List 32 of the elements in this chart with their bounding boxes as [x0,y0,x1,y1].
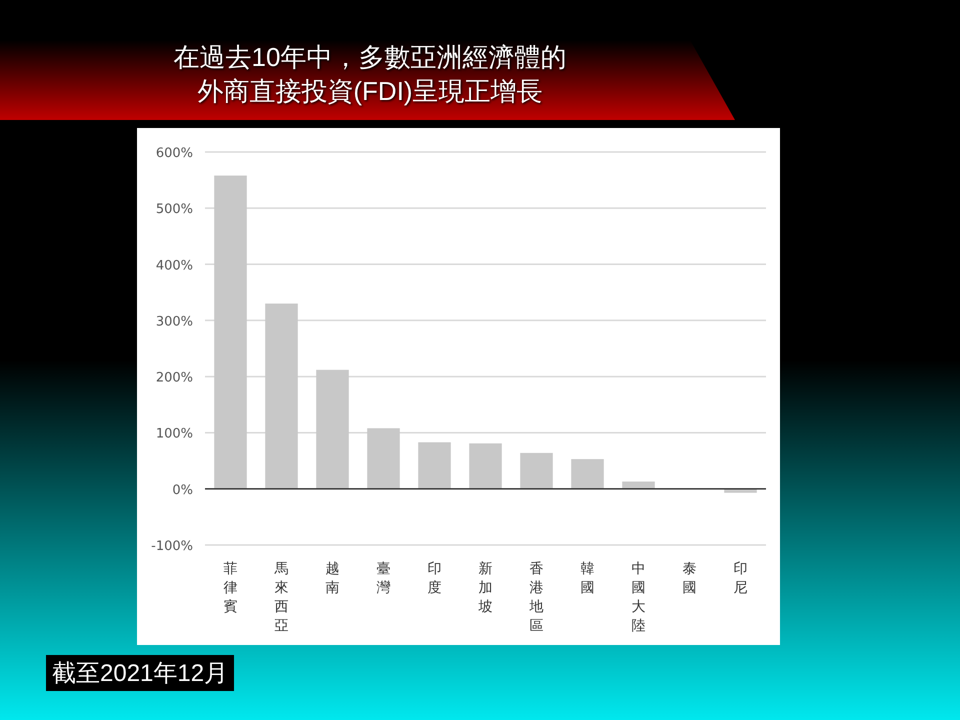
bar [571,459,604,489]
chart-subtitle: 外商直接投資(FDI)呈現正增長 [197,76,543,106]
bar [214,176,247,489]
text: 截至2021年12月 [46,655,234,691]
bar [469,443,502,489]
bar [316,370,349,489]
x-tick-label: 韓國 [580,561,594,596]
x-tick-label: 泰國 [682,561,696,596]
bar [622,482,655,489]
bar [418,442,451,489]
x-tick-label: 臺灣 [376,561,390,596]
bar [520,452,553,489]
x-tick-label: 馬來西亞 [274,561,288,634]
y-tick-label: 100% [156,426,193,442]
y-tick-label: 600% [156,146,193,161]
y-tick-label: -100% [151,539,193,554]
x-tick-label: 菲律賓 [224,561,238,615]
y-tick-label: 400% [156,258,193,274]
bar [724,488,757,493]
x-tick-label: 香港地區 [528,561,544,634]
bar [265,304,298,489]
x-tick-label: 中國大陸 [632,561,646,634]
y-tick-label: 0% [172,482,193,498]
x-tick-label: 越南 [326,561,340,596]
x-tick-label: 新加坡 [478,561,492,615]
y-tick-label: 500% [156,202,193,218]
x-tick-label: 印度 [428,561,442,596]
chart-title: 在過去10年中，多數亞洲經濟體的 [174,42,566,72]
y-tick-label: 300% [156,314,193,330]
bar [367,428,400,489]
x-tick-label: 印尼 [734,561,748,596]
y-tick-label: 200% [156,370,193,386]
